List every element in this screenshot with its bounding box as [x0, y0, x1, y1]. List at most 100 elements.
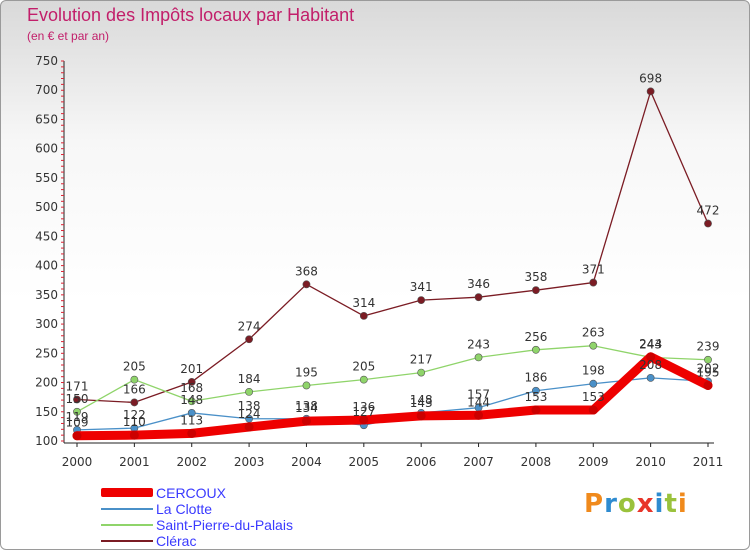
data-point [359, 415, 369, 425]
data-label: 205 [352, 360, 375, 374]
y-tick-label: 100 [35, 434, 58, 448]
legend-label: La Clotte [156, 501, 213, 517]
data-label: 171 [66, 379, 89, 393]
data-labels: 171 166 201 274 368 314 341 346 358 371 698 472 150 2… [66, 71, 720, 429]
data-point [245, 414, 253, 423]
data-label: 113 [180, 413, 203, 427]
data-label: 341 [410, 280, 433, 294]
data-label: 205 [123, 360, 146, 374]
data-label: 110 [123, 415, 146, 429]
x-tick-label: 2002 [176, 455, 207, 469]
data-point [129, 430, 139, 440]
y-tick-label: 400 [35, 259, 58, 273]
legend-swatch [101, 540, 153, 542]
data-label: 274 [238, 319, 261, 333]
y-tick-label: 450 [35, 229, 58, 243]
data-label: 148 [410, 393, 433, 407]
data-label: 144 [467, 395, 490, 409]
data-point [646, 352, 656, 362]
data-point [245, 387, 253, 396]
logo-letter: i [677, 489, 688, 519]
data-point [589, 379, 598, 388]
data-label: 243 [639, 337, 662, 351]
data-label: 138 [238, 399, 261, 413]
series-group [72, 87, 713, 441]
x-tick-label: 2005 [349, 455, 380, 469]
data-point [532, 345, 540, 354]
legend-swatch [101, 524, 153, 526]
data-label: 239 [697, 340, 720, 354]
y-tick-label: 350 [35, 288, 58, 302]
data-point [704, 355, 712, 364]
data-point [72, 431, 82, 441]
data-point [474, 410, 484, 420]
logo-letter: P [584, 489, 605, 519]
y-tick-label: 250 [35, 346, 58, 360]
data-point [187, 409, 196, 417]
data-label: 208 [639, 358, 662, 372]
x-tick-label: 2004 [291, 455, 322, 469]
data-point [417, 296, 426, 305]
y-tick-label: 500 [35, 200, 58, 214]
data-label: 195 [697, 365, 720, 379]
data-label: 217 [410, 353, 433, 367]
data-label: 184 [238, 372, 261, 386]
data-point [302, 280, 311, 289]
x-tick-label: 2010 [635, 455, 666, 469]
data-label: 256 [524, 330, 547, 344]
data-point [359, 375, 368, 384]
y-tick-label: 200 [35, 376, 58, 390]
data-label: 127 [352, 405, 375, 419]
data-label: 314 [352, 296, 375, 310]
x-tick-label: 2009 [578, 455, 609, 469]
logo-letter: i [654, 489, 665, 519]
y-tick-label: 750 [35, 54, 58, 68]
data-point [244, 422, 254, 432]
y-tick-label: 650 [35, 112, 58, 126]
data-point [474, 293, 483, 302]
data-label: 371 [582, 263, 605, 277]
data-label: 148 [180, 393, 203, 407]
data-point [646, 373, 655, 382]
logo-letter: t [664, 489, 678, 519]
data-point [187, 428, 197, 438]
series-line [76, 345, 709, 413]
data-point [703, 380, 713, 390]
chart-title: Evolution des Impôts locaux par Habitant [27, 5, 355, 25]
data-point [130, 398, 139, 407]
y-tick-label: 150 [35, 405, 58, 419]
data-label: 122 [123, 408, 146, 422]
data-label: 202 [697, 361, 720, 375]
data-point [416, 411, 426, 421]
data-point [589, 341, 598, 350]
data-point [245, 335, 253, 344]
data-label: 166 [123, 382, 146, 396]
data-label: 346 [467, 277, 490, 291]
data-label: 157 [467, 388, 490, 402]
data-label: 472 [697, 204, 720, 218]
data-label: 698 [639, 71, 662, 85]
data-label: 136 [352, 400, 375, 414]
logo-letter: r [604, 489, 618, 519]
data-point [531, 405, 541, 415]
data-point [589, 278, 598, 287]
chart-subtitle: (en € et par an) [27, 29, 110, 43]
x-tick-label: 2000 [62, 455, 93, 469]
x-tick-label: 2011 [693, 455, 724, 469]
data-label: 195 [295, 365, 318, 379]
data-point [302, 381, 311, 390]
legend-swatch [101, 488, 153, 497]
y-tick-label: 550 [35, 171, 58, 185]
axes: 100 150 200 250 300 350 400 450 500 550 600 650 700 7… [35, 54, 723, 469]
data-point [646, 87, 655, 96]
data-label: 119 [66, 410, 89, 424]
data-label: 201 [180, 362, 203, 376]
x-tick-label: 2007 [463, 455, 494, 469]
data-label: 263 [582, 326, 605, 340]
line-chart: 100 150 200 250 300 350 400 450 500 550 600 650 700 7… [35, 54, 723, 469]
y-tick-label: 300 [35, 317, 58, 331]
data-label: 358 [524, 270, 547, 284]
data-label: 109 [66, 416, 89, 430]
data-point [704, 219, 712, 228]
